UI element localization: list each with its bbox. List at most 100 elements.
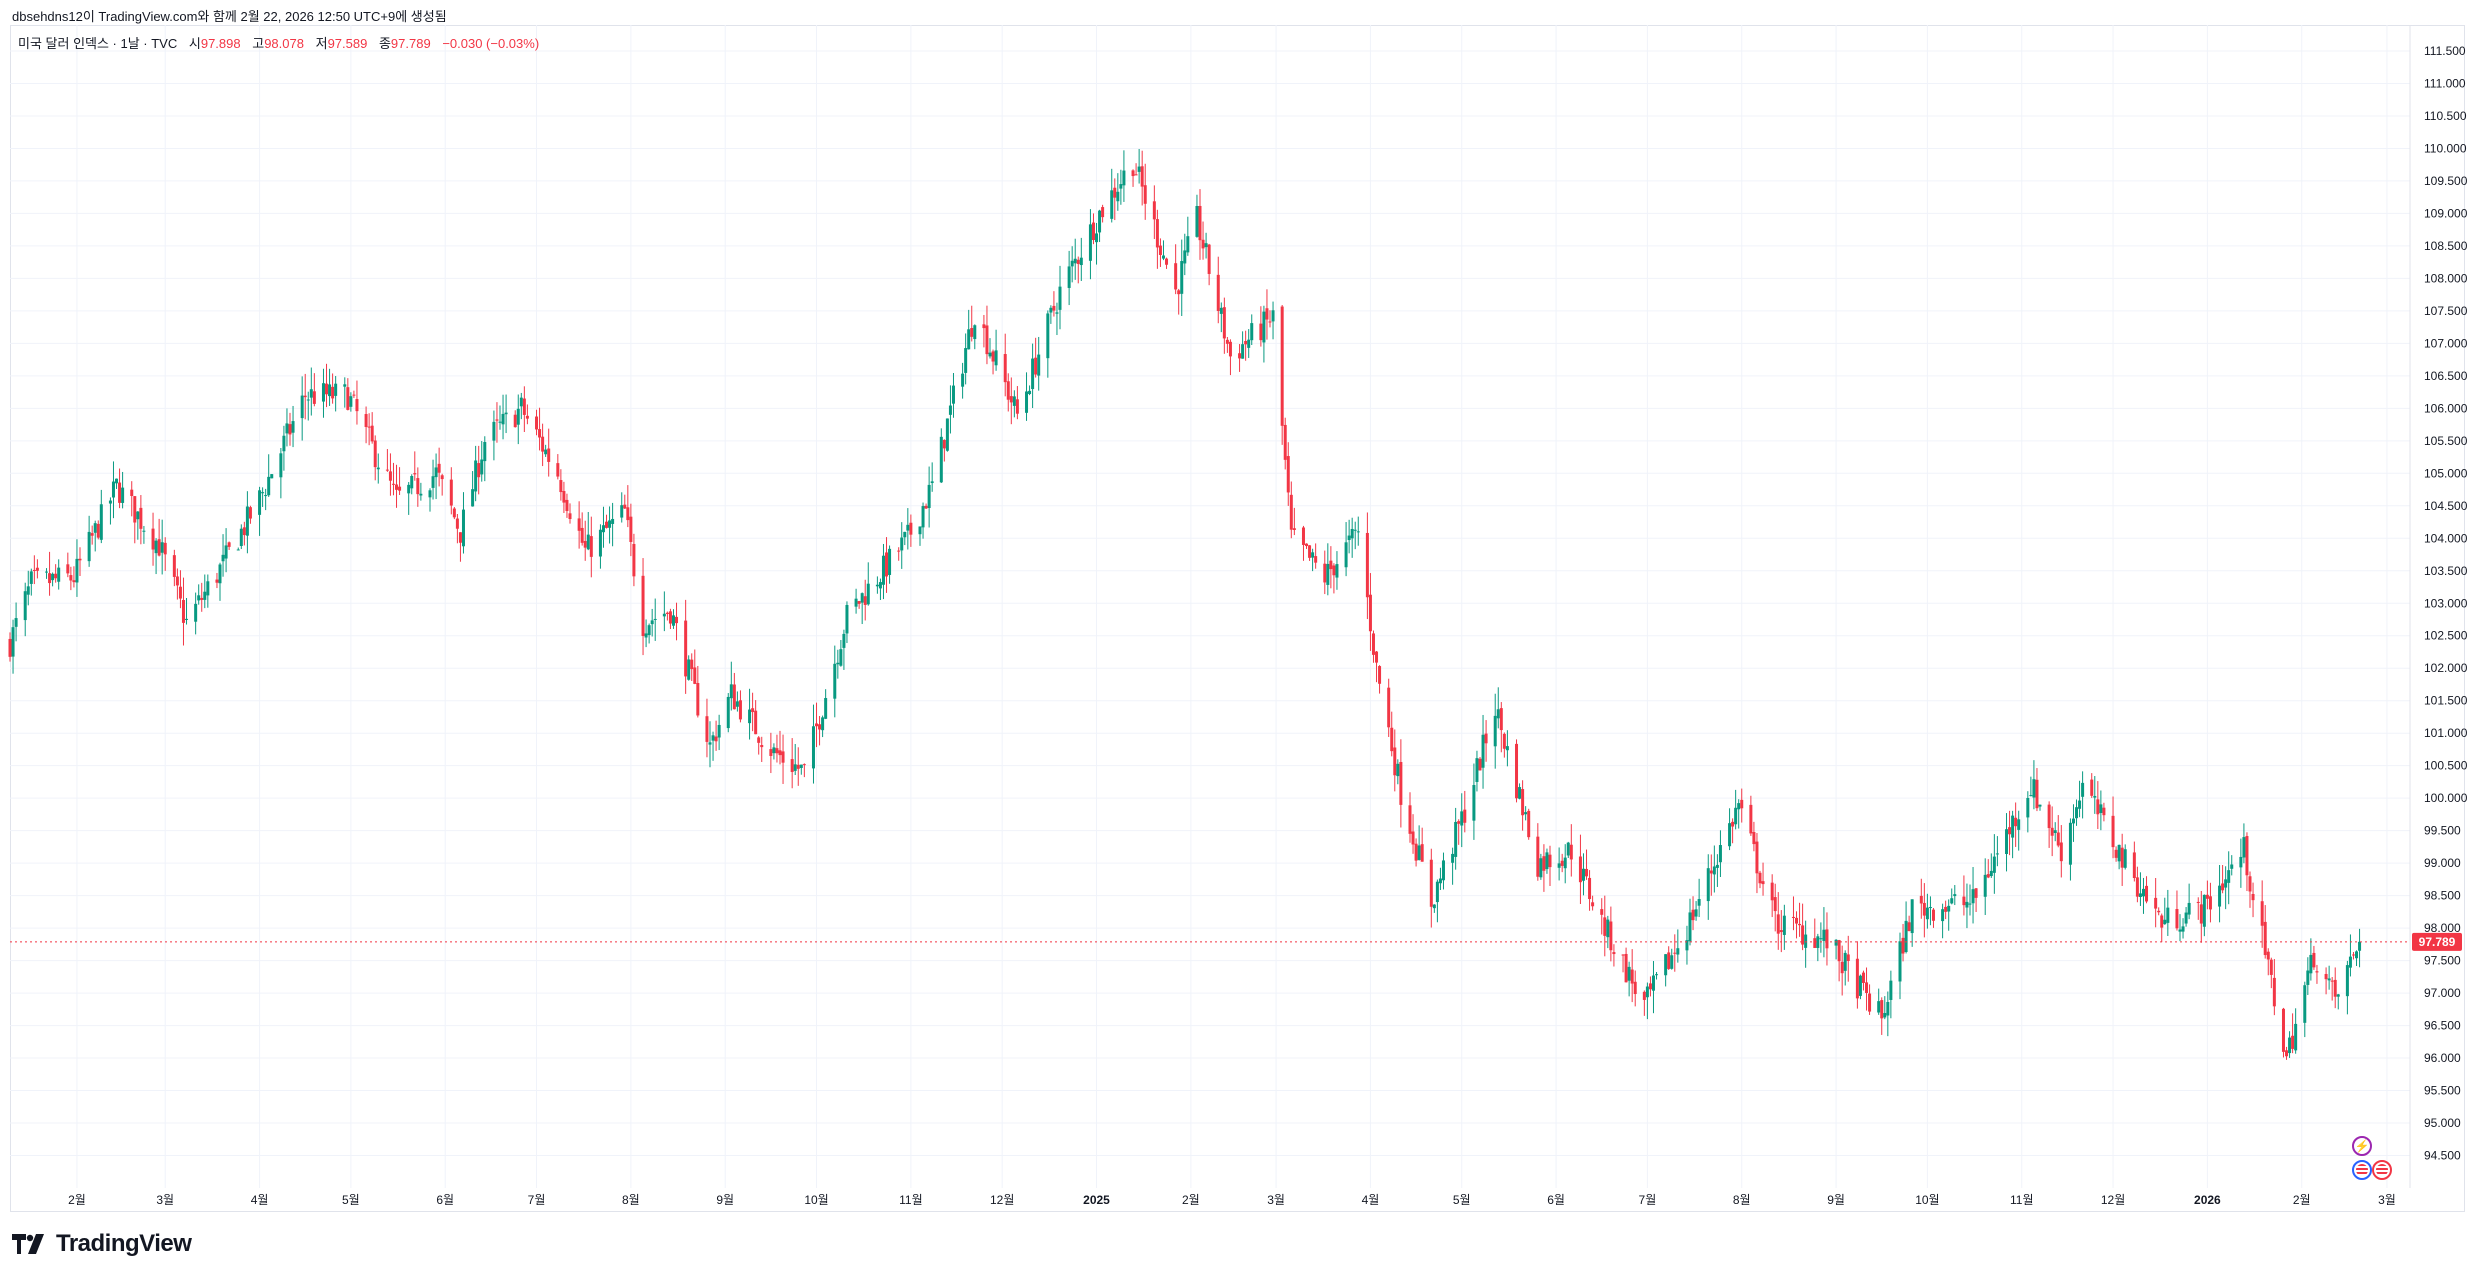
candle-body[interactable] xyxy=(1195,206,1199,237)
candle-body[interactable] xyxy=(2111,815,2115,848)
candle-body[interactable] xyxy=(857,601,861,604)
candle-body[interactable] xyxy=(942,439,946,449)
candle-body[interactable] xyxy=(449,479,453,506)
candle-body[interactable] xyxy=(1472,785,1476,821)
candle-body[interactable] xyxy=(66,564,70,574)
candle-body[interactable] xyxy=(26,586,30,595)
candle-body[interactable] xyxy=(1478,758,1482,771)
candle-body[interactable] xyxy=(2281,1008,2285,1052)
candle-body[interactable] xyxy=(1031,358,1035,390)
candle-body[interactable] xyxy=(1414,843,1418,861)
candle-body[interactable] xyxy=(1889,980,1893,1000)
candle-body[interactable] xyxy=(1101,207,1105,218)
candle-body[interactable] xyxy=(1518,787,1522,799)
candle-body[interactable] xyxy=(388,471,392,481)
candle-body[interactable] xyxy=(2330,980,2334,982)
candle-body[interactable] xyxy=(474,460,478,492)
candle-body[interactable] xyxy=(2202,894,2206,927)
candle-body[interactable] xyxy=(437,463,441,473)
candle-body[interactable] xyxy=(930,481,934,484)
candle-body[interactable] xyxy=(662,613,666,617)
candle-body[interactable] xyxy=(303,395,307,398)
candle-body[interactable] xyxy=(1244,340,1248,345)
candle-body[interactable] xyxy=(824,698,828,719)
candle-body[interactable] xyxy=(346,387,350,410)
candle-body[interactable] xyxy=(903,531,907,538)
candle-body[interactable] xyxy=(349,396,353,407)
candle-body[interactable] xyxy=(2351,954,2355,956)
candle-body[interactable] xyxy=(653,618,657,620)
candle-body[interactable] xyxy=(729,684,733,699)
candle-body[interactable] xyxy=(1953,894,1957,897)
candle-body[interactable] xyxy=(900,537,904,551)
candle-body[interactable] xyxy=(1822,929,1826,941)
candle-body[interactable] xyxy=(1642,991,1646,1000)
candle-body[interactable] xyxy=(1006,381,1010,400)
candle-body[interactable] xyxy=(1819,938,1823,940)
candle-body[interactable] xyxy=(2026,797,2030,818)
candle-body[interactable] xyxy=(8,638,12,657)
candle-body[interactable] xyxy=(2008,827,2012,835)
candle-body[interactable] xyxy=(1350,528,1354,539)
candle-body[interactable] xyxy=(878,582,882,589)
candle-body[interactable] xyxy=(1012,396,1016,406)
candle-body[interactable] xyxy=(970,328,974,337)
candle-body[interactable] xyxy=(860,593,864,603)
candle-body[interactable] xyxy=(2014,817,2018,827)
candle-body[interactable] xyxy=(717,724,721,738)
candle-body[interactable] xyxy=(407,484,411,494)
candle-body[interactable] xyxy=(1055,312,1059,314)
candle-body[interactable] xyxy=(906,524,910,531)
candle-body[interactable] xyxy=(197,595,201,601)
candle-body[interactable] xyxy=(1308,545,1312,558)
candle-body[interactable] xyxy=(586,534,590,550)
candle-body[interactable] xyxy=(1907,922,1911,932)
candle-body[interactable] xyxy=(1947,905,1951,912)
candle-body[interactable] xyxy=(264,495,268,497)
candle-body[interactable] xyxy=(1137,166,1141,172)
candle-body[interactable] xyxy=(738,700,742,720)
candle-body[interactable] xyxy=(2205,894,2209,899)
candle-body[interactable] xyxy=(1265,308,1269,320)
candle-body[interactable] xyxy=(334,383,338,396)
candle-body[interactable] xyxy=(1198,205,1202,241)
candle-body[interactable] xyxy=(1432,904,1436,909)
candle-body[interactable] xyxy=(2123,849,2127,868)
candle-body[interactable] xyxy=(1591,902,1595,907)
candle-body[interactable] xyxy=(2145,885,2149,902)
candle-body[interactable] xyxy=(1651,975,1655,991)
candle-body[interactable] xyxy=(1941,909,1945,922)
candle-body[interactable] xyxy=(836,662,840,665)
candle-body[interactable] xyxy=(1095,233,1099,243)
candle-body[interactable] xyxy=(875,584,879,587)
candle-body[interactable] xyxy=(1521,789,1525,816)
candle-body[interactable] xyxy=(1034,357,1038,375)
candle-body[interactable] xyxy=(1734,807,1738,825)
candle-body[interactable] xyxy=(1180,261,1184,294)
candle-body[interactable] xyxy=(2263,921,2267,956)
candle-body[interactable] xyxy=(343,384,347,387)
candle-body[interactable] xyxy=(644,633,648,638)
candle-body[interactable] xyxy=(1314,556,1318,563)
candle-body[interactable] xyxy=(577,518,581,531)
candle-body[interactable] xyxy=(200,597,204,600)
candle-body[interactable] xyxy=(2245,836,2249,876)
candle-body[interactable] xyxy=(1581,868,1585,881)
candle-body[interactable] xyxy=(888,548,892,575)
candle-body[interactable] xyxy=(14,618,18,627)
candle-body[interactable] xyxy=(1046,313,1050,359)
candle-body[interactable] xyxy=(1204,243,1208,248)
candle-body[interactable] xyxy=(312,391,316,404)
candle-body[interactable] xyxy=(973,325,977,340)
candle-body[interactable] xyxy=(1140,166,1144,187)
candle-body[interactable] xyxy=(580,527,584,543)
candle-body[interactable] xyxy=(589,536,593,557)
candle-body[interactable] xyxy=(2291,1035,2295,1049)
candle-body[interactable] xyxy=(760,745,764,748)
candle-body[interactable] xyxy=(1070,260,1074,267)
candle-body[interactable] xyxy=(2196,901,2200,904)
candle-body[interactable] xyxy=(1250,323,1254,341)
candle-body[interactable] xyxy=(501,413,505,425)
candle-body[interactable] xyxy=(69,575,73,581)
candle-body[interactable] xyxy=(1344,542,1348,568)
